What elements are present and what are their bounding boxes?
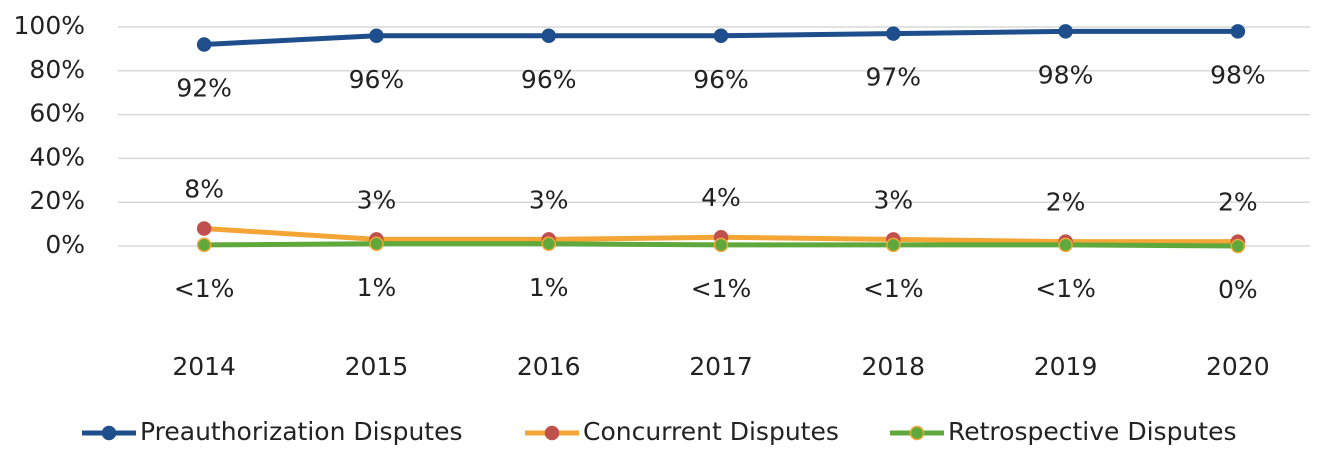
y-tick-label: 100% bbox=[14, 11, 85, 40]
data-label: 1% bbox=[529, 273, 569, 302]
data-label: 0% bbox=[1218, 275, 1258, 304]
data-label: <1% bbox=[1035, 274, 1096, 303]
legend-marker bbox=[544, 425, 560, 441]
y-tick-label: 20% bbox=[29, 186, 85, 215]
data-label: 2% bbox=[1218, 188, 1258, 217]
data-label: 96% bbox=[521, 65, 577, 94]
data-label: 2% bbox=[1046, 188, 1086, 217]
data-point bbox=[1058, 24, 1073, 39]
data-label: 97% bbox=[865, 63, 921, 92]
data-label: 1% bbox=[357, 273, 397, 302]
data-point bbox=[886, 26, 901, 41]
x-tick-label: 2015 bbox=[345, 352, 409, 381]
y-tick-label: 80% bbox=[29, 55, 85, 84]
data-point bbox=[369, 236, 384, 252]
data-point bbox=[886, 237, 901, 253]
x-tick-label: 2018 bbox=[861, 352, 925, 381]
x-tick-label: 2014 bbox=[172, 352, 236, 381]
data-point bbox=[713, 237, 729, 253]
data-label: 3% bbox=[529, 185, 569, 214]
data-label: 96% bbox=[349, 65, 405, 94]
data-point bbox=[1058, 237, 1073, 253]
data-label: 3% bbox=[357, 185, 397, 214]
data-point bbox=[196, 221, 212, 236]
y-tick-label: 0% bbox=[45, 230, 85, 259]
x-tick-label: 2016 bbox=[517, 352, 581, 381]
data-point bbox=[713, 28, 729, 44]
legend-marker bbox=[909, 425, 925, 441]
data-label: 98% bbox=[1038, 60, 1094, 89]
legend-label: Preauthorization Disputes bbox=[140, 417, 463, 446]
data-label: 92% bbox=[176, 74, 232, 103]
y-tick-label: 60% bbox=[29, 99, 85, 128]
data-point bbox=[196, 37, 212, 52]
legend-label: Concurrent Disputes bbox=[583, 417, 839, 446]
y-tick-label: 40% bbox=[29, 142, 85, 171]
data-label: 98% bbox=[1210, 60, 1266, 89]
data-point bbox=[541, 236, 556, 252]
legend-label: Retrospective Disputes bbox=[948, 417, 1237, 446]
data-label: <1% bbox=[174, 274, 235, 303]
legend-marker bbox=[101, 425, 117, 441]
data-label: <1% bbox=[863, 274, 924, 303]
data-label: 3% bbox=[873, 185, 913, 214]
x-tick-label: 2020 bbox=[1206, 352, 1270, 381]
data-point bbox=[1230, 24, 1246, 39]
data-label: 8% bbox=[184, 174, 224, 203]
data-label: 4% bbox=[701, 183, 741, 212]
x-tick-label: 2017 bbox=[689, 352, 753, 381]
data-point bbox=[369, 28, 384, 44]
data-label: 96% bbox=[693, 65, 749, 94]
x-tick-label: 2019 bbox=[1034, 352, 1098, 381]
data-point bbox=[196, 237, 212, 253]
data-point bbox=[541, 28, 556, 44]
data-point bbox=[1230, 238, 1246, 254]
data-label: <1% bbox=[691, 274, 752, 303]
